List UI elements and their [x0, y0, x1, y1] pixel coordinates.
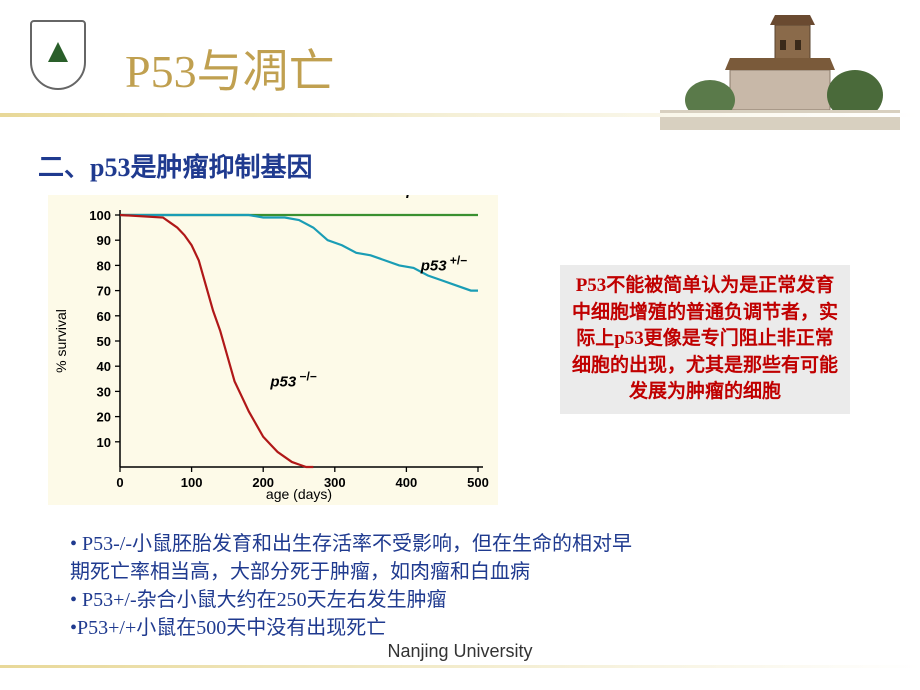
slide-title: P53与凋亡: [125, 35, 335, 101]
bullet-item: • P53-/-小鼠胚胎发育和出生存活率不受影响，但在生命的相对早: [70, 530, 850, 558]
svg-text:40: 40: [97, 359, 111, 374]
info-callout-box: P53不能被简单认为是正常发育中细胞增殖的普通负调节者，实际上p53更像是专门阻…: [560, 265, 850, 414]
svg-text:0: 0: [116, 475, 123, 490]
footer-text: Nanjing University: [0, 641, 920, 662]
bullet-item: 期死亡率相当高，大部分死于肿瘤，如肉瘤和白血病: [70, 558, 850, 586]
svg-text:100: 100: [181, 475, 203, 490]
svg-text:400: 400: [396, 475, 418, 490]
svg-text:80: 80: [97, 258, 111, 273]
slide-header: P53与凋亡: [0, 0, 920, 120]
svg-text:100: 100: [89, 208, 111, 223]
svg-text:70: 70: [97, 284, 111, 299]
svg-text:% survival: % survival: [53, 309, 69, 373]
svg-text:p53 +/−: p53 +/−: [420, 253, 468, 274]
university-logo: [30, 20, 90, 100]
footer-divider: [0, 665, 920, 668]
survival-chart: 1020304050607080901000100200300400500age…: [48, 195, 498, 505]
svg-text:p53 +/+: p53 +/+: [405, 195, 453, 199]
info-text: P53不能被简单认为是正常发育中细胞增殖的普通负调节者，实际上p53更像是专门阻…: [572, 275, 838, 402]
bullet-item: • P53+/-杂合小鼠大约在250天左右发生肿瘤: [70, 586, 850, 614]
svg-text:p53 −/−: p53 −/−: [269, 369, 317, 390]
section-subtitle: 二、p53是肿瘤抑制基因: [38, 147, 312, 184]
svg-text:30: 30: [97, 384, 111, 399]
svg-text:age (days): age (days): [266, 486, 332, 502]
svg-text:60: 60: [97, 309, 111, 324]
building-image: [660, 10, 900, 130]
svg-text:90: 90: [97, 233, 111, 248]
header-divider: [0, 113, 920, 117]
bullet-item: •P53+/+小鼠在500天中没有出现死亡: [70, 614, 850, 642]
svg-text:500: 500: [467, 475, 489, 490]
svg-text:50: 50: [97, 334, 111, 349]
svg-text:20: 20: [97, 410, 111, 425]
svg-text:10: 10: [97, 435, 111, 450]
bullet-list: • P53-/-小鼠胚胎发育和出生存活率不受影响，但在生命的相对早期死亡率相当高…: [70, 530, 850, 642]
